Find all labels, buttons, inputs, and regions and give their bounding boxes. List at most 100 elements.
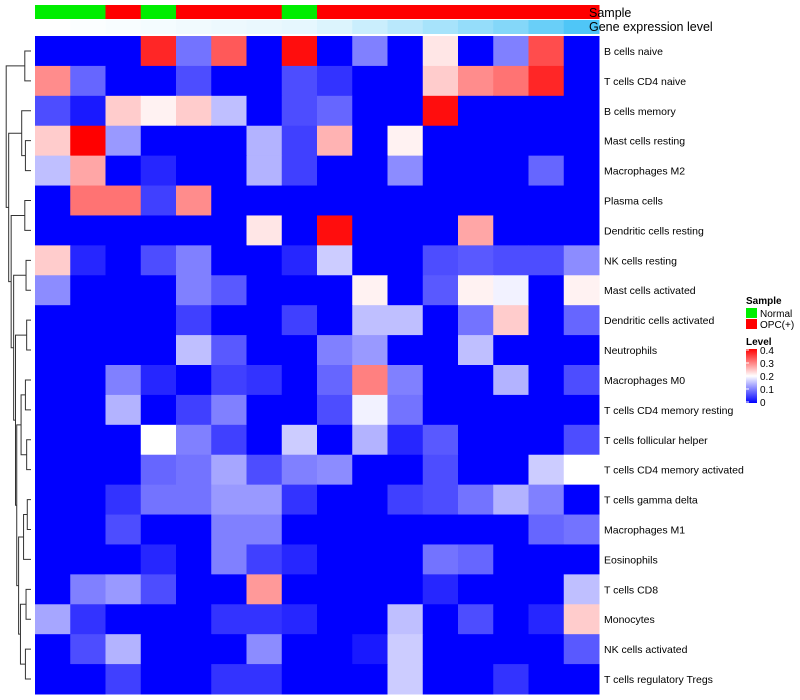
heatmap-cell (105, 185, 142, 216)
heatmap-cell (528, 365, 565, 396)
sample-cell (458, 5, 494, 19)
expression-cell (176, 20, 212, 34)
heatmap-cell (563, 305, 600, 336)
heatmap-cell (458, 245, 494, 276)
sample-cell (70, 5, 106, 19)
heatmap-cell (35, 335, 71, 366)
row-label: Monocytes (604, 614, 655, 626)
heatmap-cell (422, 664, 459, 695)
heatmap-cell (176, 335, 212, 366)
dendrogram-branch (8, 132, 22, 283)
heatmap-cell (422, 394, 459, 426)
heatmap-cell (281, 335, 318, 366)
level-tick-label: 0.1 (760, 385, 774, 396)
heatmap-cell (140, 125, 177, 157)
heatmap-cell (70, 394, 106, 426)
heatmap-cell (352, 65, 388, 97)
heatmap-cell (422, 365, 459, 396)
heatmap-cell (246, 424, 283, 456)
heatmap-cell (528, 125, 565, 157)
heatmap-cell (281, 394, 318, 426)
heatmap-cell (35, 95, 71, 127)
heatmap-cell (70, 544, 106, 575)
row-label: Macrophages M0 (604, 375, 685, 387)
heatmap-cell (422, 305, 459, 336)
heatmap-cell (458, 394, 494, 426)
heatmap-cell (493, 544, 529, 575)
heatmap-cell (211, 215, 247, 246)
heatmap-cell (176, 275, 212, 306)
heatmap-cell (563, 484, 600, 516)
expression-cell (458, 20, 494, 34)
heatmap-cell (246, 634, 283, 665)
heatmap-cells (35, 36, 600, 695)
row-dendrogram (5, 50, 31, 680)
heatmap-cell (528, 484, 565, 516)
heatmap-cell (352, 424, 388, 456)
heatmap-cell (528, 574, 565, 605)
heatmap-cell (458, 604, 494, 635)
heatmap-cell (70, 335, 106, 366)
heatmap-cell (70, 125, 106, 157)
heatmap-cell (563, 185, 600, 216)
heatmap-cell (563, 394, 600, 426)
heatmap-cell (317, 36, 353, 67)
level-tick-label: 0.2 (760, 372, 774, 383)
heatmap-cell (176, 95, 212, 127)
heatmap-cell (211, 604, 247, 635)
heatmap-cell (493, 95, 529, 127)
heatmap-cell (458, 275, 494, 306)
heatmap-cell (387, 65, 424, 97)
heatmap-cell (70, 365, 106, 396)
heatmap-cell (176, 634, 212, 665)
dendrogram-branch (24, 648, 31, 680)
heatmap-cell (458, 454, 494, 486)
heatmap-cell (317, 424, 353, 456)
heatmap-cell (493, 365, 529, 396)
dendrogram-branch (24, 50, 31, 82)
row-label: T cells gamma delta (604, 495, 698, 507)
heatmap-cell (493, 185, 529, 216)
heatmap-cell (176, 36, 212, 67)
heatmap-cell (211, 155, 247, 187)
heatmap-cell (211, 65, 247, 97)
heatmap-cell (422, 215, 459, 246)
heatmap-cell (563, 514, 600, 545)
heatmap-cell (458, 335, 494, 366)
heatmap-cell (176, 574, 212, 605)
heatmap-cell (70, 36, 106, 67)
heatmap-cell (246, 36, 283, 67)
sample-cell (317, 5, 353, 19)
heatmap-cell (493, 36, 529, 67)
heatmap-cell (281, 65, 318, 97)
heatmap-cell (563, 215, 600, 246)
heatmap-cell (105, 95, 142, 127)
heatmap-cell (563, 335, 600, 366)
heatmap-cell (176, 185, 212, 216)
heatmap-cell (528, 275, 565, 306)
heatmap-cell (528, 335, 565, 366)
expression-cell (105, 20, 142, 34)
heatmap-cell (317, 155, 353, 187)
heatmap-cell (105, 604, 142, 635)
heatmap-cell (281, 574, 318, 605)
heatmap-cell (140, 484, 177, 516)
heatmap-cell (140, 514, 177, 545)
heatmap-cell (281, 544, 318, 575)
heatmap-cell (35, 634, 71, 665)
heatmap-cell (246, 335, 283, 366)
row-label: Mast cells activated (604, 285, 696, 297)
heatmap-cell (211, 125, 247, 157)
heatmap-cell (246, 155, 283, 187)
level-tick-label: 0 (760, 398, 766, 409)
heatmap-cell (563, 36, 600, 67)
heatmap-cell (387, 36, 424, 67)
heatmap-cell (70, 305, 106, 336)
heatmap-cell (281, 125, 318, 157)
heatmap-cell (387, 484, 424, 516)
heatmap-cell (70, 484, 106, 516)
heatmap-cell (387, 604, 424, 635)
heatmap-cell (563, 245, 600, 276)
heatmap-cell (528, 604, 565, 635)
sample-cell (563, 5, 600, 19)
